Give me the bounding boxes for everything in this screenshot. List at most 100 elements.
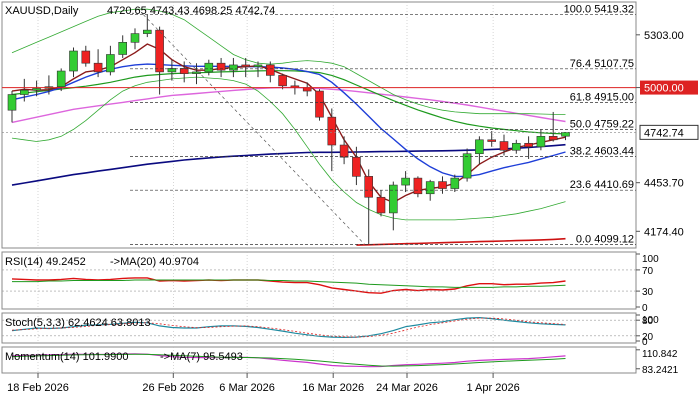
- series-line-ma_green: [11, 70, 566, 135]
- series-line-bb_lower: [11, 76, 566, 221]
- series-line-bb_upper: [11, 8, 566, 115]
- price-axis-label: 4174.40: [644, 226, 684, 238]
- momentum-axis-label: 83.2421: [642, 365, 679, 376]
- fib-anchor-line: [143, 14, 365, 245]
- stoch-axis-label: 80: [642, 316, 654, 327]
- current-price-tag: [639, 124, 699, 140]
- candle-body: [204, 62, 214, 73]
- momentum-ma-label: ->MA(7) 95.5493: [160, 351, 243, 363]
- candle-body: [93, 62, 103, 73]
- candle-body: [388, 184, 398, 214]
- candle-body: [265, 64, 275, 76]
- time-axis-label: 1 Apr 2026: [466, 382, 519, 394]
- candle-body: [106, 54, 115, 73]
- stoch-pane-frame: [1, 312, 637, 344]
- momentum-line-mom_ma: [11, 353, 566, 367]
- time-axis-label: 26 Feb 2026: [142, 382, 204, 394]
- fib-level-label: 0.0 4099.12: [576, 233, 634, 245]
- fib-level-label: 61.8 4915.00: [570, 91, 634, 103]
- chart-symbol-title: XAUUSD,Daily: [5, 5, 79, 17]
- rsi-axis-label: 0: [642, 303, 648, 314]
- rsi-line-rsi: [11, 277, 566, 294]
- main-pane-frame: [1, 1, 637, 249]
- candle-body: [339, 144, 349, 158]
- candle-body: [32, 88, 41, 91]
- candle-body: [364, 176, 374, 198]
- momentum-axis-label: 110.842: [642, 349, 678, 360]
- rsi-title: RSI(14) 49.2452: [5, 256, 86, 268]
- rsi-axis-label: 100: [642, 254, 659, 265]
- candle-body: [536, 136, 546, 148]
- candle-body: [462, 153, 472, 179]
- candle-body: [192, 71, 201, 74]
- candle-body: [7, 94, 17, 111]
- stoch-line-stoch_d: [11, 317, 566, 338]
- candle-body: [450, 177, 460, 189]
- candle-body: [69, 50, 78, 72]
- rsi-ma-label: ->MA(20) 40.9704: [110, 256, 199, 268]
- candle-body: [278, 75, 287, 87]
- fib-level-label: 50.0 4759.22: [570, 118, 634, 130]
- time-axis-label: 6 Mar 2026: [219, 382, 275, 394]
- candle-body: [155, 29, 164, 73]
- candle-body: [130, 33, 140, 43]
- rsi-axis-label: 30: [642, 287, 654, 298]
- candle-body: [229, 64, 238, 71]
- stoch-axis-label: 100: [642, 315, 659, 326]
- level-5000-tag-text: 5000.00: [644, 83, 684, 95]
- price-axis: 5303.005000.004453.704174.405000.004742.…: [636, 30, 699, 238]
- candle-body: [253, 64, 263, 67]
- candle-body: [327, 116, 337, 146]
- fib-level-label: 38.2 4603.44: [570, 146, 634, 158]
- candle-body: [413, 177, 423, 195]
- candle-body: [179, 68, 189, 74]
- time-axis: 18 Feb 2026 26 Feb 2026 6 Mar 2026 16 Mar 2…: [7, 373, 520, 394]
- candle-body: [19, 89, 29, 95]
- candle-body: [143, 29, 152, 34]
- candle-body: [167, 68, 177, 73]
- candle-body: [487, 139, 497, 142]
- candle-body: [216, 62, 226, 71]
- candle-body: [561, 132, 570, 137]
- candle-body: [524, 142, 533, 148]
- candle-body: [475, 139, 484, 155]
- level-5000-tag: [640, 80, 698, 95]
- chart-ohlc-readout: 4720.65 4743.43 4698.25 4742.74: [107, 5, 275, 17]
- candle-body: [376, 196, 386, 214]
- candle-body: [241, 64, 250, 67]
- fibonacci-layer: 100.0 5419.32 76.4 5107.75 61.8 4915.00 50.…: [2, 4, 636, 245]
- stoch-axis-label: 0: [642, 337, 648, 348]
- candle-layer: [7, 14, 570, 245]
- series-line-ma_slow: [11, 143, 566, 186]
- candle-body: [56, 70, 66, 87]
- candle-body: [81, 50, 91, 64]
- rsi-axis-label: 70: [642, 266, 654, 277]
- fib-level-label: 100.0 5419.32: [564, 4, 634, 16]
- series-line-ma_fast: [11, 43, 566, 204]
- candle-body: [352, 156, 361, 177]
- candle-body: [499, 141, 509, 151]
- time-axis-label: 18 Feb 2026: [7, 382, 69, 394]
- price-axis-label: 5303.00: [644, 30, 684, 42]
- candle-body: [315, 90, 324, 118]
- candle-body: [302, 87, 312, 92]
- fib-level-label: 23.6 4410.69: [570, 179, 634, 191]
- candle-body: [511, 142, 521, 151]
- current-price-tag-text: 4742.74: [644, 127, 684, 139]
- stoch-axis-label: 20: [642, 332, 654, 343]
- candle-body: [548, 136, 558, 141]
- momentum-title: Momentum(14) 101.9900: [5, 351, 129, 363]
- candle-body: [401, 177, 410, 186]
- stoch-title: Stoch(5,3,3) 62.4624 63.8013: [5, 317, 151, 329]
- candle-body: [425, 181, 435, 195]
- time-axis-label: 24 Mar 2026: [376, 382, 438, 394]
- rsi-line-rsi_ma: [12, 279, 566, 288]
- fib-level-label: 76.4 5107.75: [570, 58, 634, 70]
- series-line-ma_mid: [11, 63, 566, 178]
- candle-body: [118, 42, 127, 55]
- time-axis-label: 16 Mar 2026: [302, 382, 364, 394]
- candle-body: [438, 181, 447, 189]
